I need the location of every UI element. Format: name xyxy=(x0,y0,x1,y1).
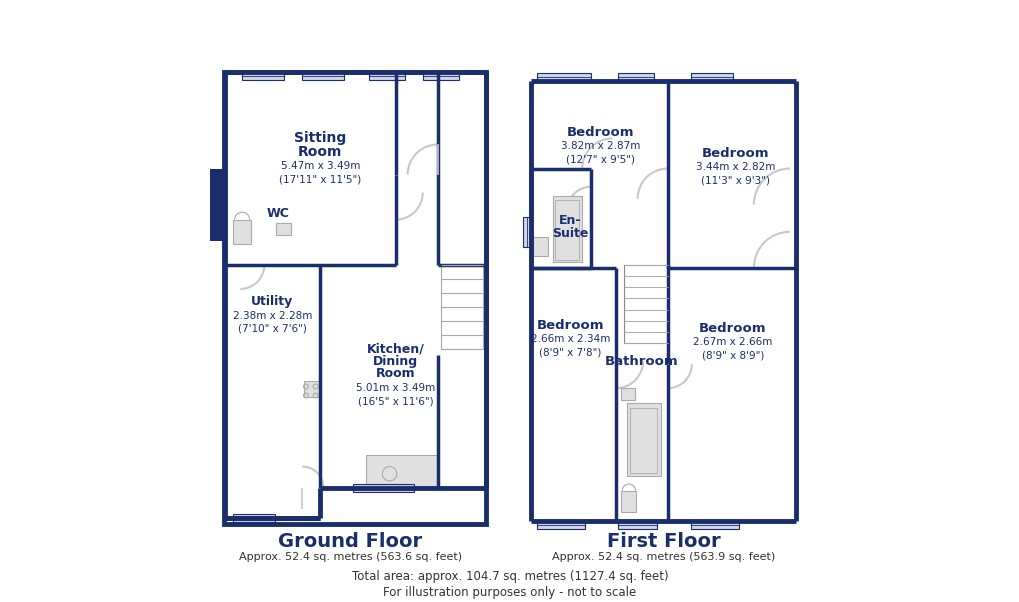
Bar xyxy=(621,388,634,400)
Bar xyxy=(627,403,660,476)
Bar xyxy=(304,381,320,397)
Bar xyxy=(621,491,636,512)
Bar xyxy=(552,196,582,262)
Text: 2.67m x 2.66m: 2.67m x 2.66m xyxy=(692,337,771,347)
Text: 2.38m x 2.28m: 2.38m x 2.28m xyxy=(232,311,312,321)
Text: Bathroom: Bathroom xyxy=(604,355,678,368)
Text: En-: En- xyxy=(558,214,581,227)
Text: Bedroom: Bedroom xyxy=(698,321,765,335)
Text: (8'9" x 8'9"): (8'9" x 8'9") xyxy=(701,350,763,360)
Bar xyxy=(242,72,284,80)
Bar xyxy=(690,521,738,529)
Text: 3.44m x 2.82m: 3.44m x 2.82m xyxy=(695,163,774,172)
Text: (7'10" x 7'6"): (7'10" x 7'6") xyxy=(237,323,307,333)
Text: WC: WC xyxy=(267,207,289,220)
Text: (16'5" x 11'6"): (16'5" x 11'6") xyxy=(358,397,433,406)
Bar xyxy=(233,514,275,522)
Bar xyxy=(621,388,634,400)
Bar xyxy=(276,223,291,235)
Bar xyxy=(690,73,732,81)
Text: 3.82m x 2.87m: 3.82m x 2.87m xyxy=(560,141,639,151)
Text: Ground Floor: Ground Floor xyxy=(278,532,422,551)
Text: First Floor: First Floor xyxy=(606,532,719,551)
Bar xyxy=(422,72,459,80)
Text: 5.47m x 3.49m: 5.47m x 3.49m xyxy=(280,161,360,170)
Text: Suite: Suite xyxy=(551,227,588,240)
Bar xyxy=(618,521,657,529)
Bar xyxy=(233,220,251,244)
Bar xyxy=(233,514,275,522)
Bar xyxy=(554,200,579,260)
Text: Dining: Dining xyxy=(373,355,418,368)
Bar xyxy=(304,381,320,397)
Bar xyxy=(552,196,582,262)
Text: Sitting: Sitting xyxy=(293,131,346,146)
Text: Bedroom: Bedroom xyxy=(701,147,768,160)
Bar xyxy=(690,521,738,529)
Bar xyxy=(537,521,585,529)
Text: Total area: approx. 104.7 sq. metres (1127.4 sq. feet): Total area: approx. 104.7 sq. metres (11… xyxy=(352,570,667,583)
Bar xyxy=(523,217,531,247)
Bar xyxy=(523,217,531,247)
Bar xyxy=(233,220,251,244)
Bar xyxy=(368,72,405,80)
Bar xyxy=(365,455,437,488)
Text: 2.66m x 2.34m: 2.66m x 2.34m xyxy=(530,334,609,344)
Bar xyxy=(242,72,284,80)
Bar xyxy=(276,223,291,235)
Bar xyxy=(630,408,657,473)
Bar xyxy=(690,73,732,81)
Text: (17'11" x 11'5"): (17'11" x 11'5") xyxy=(279,175,361,184)
Bar xyxy=(537,73,591,81)
Text: Kitchen/: Kitchen/ xyxy=(366,343,424,356)
Bar xyxy=(532,237,547,256)
Text: Approx. 52.4 sq. metres (563.6 sq. feet): Approx. 52.4 sq. metres (563.6 sq. feet) xyxy=(238,552,462,562)
Bar xyxy=(422,72,459,80)
Bar xyxy=(302,72,344,80)
Bar xyxy=(618,521,657,529)
Bar xyxy=(618,73,654,81)
Bar xyxy=(627,403,660,476)
Bar xyxy=(440,265,482,349)
Text: (11'3" x 9'3"): (11'3" x 9'3") xyxy=(701,176,769,185)
Bar xyxy=(354,484,414,492)
Text: For illustration purposes only - not to scale: For illustration purposes only - not to … xyxy=(383,586,636,600)
Bar xyxy=(302,72,344,80)
Bar xyxy=(210,169,225,241)
Text: (12'7" x 9'5"): (12'7" x 9'5") xyxy=(566,155,634,164)
Text: Room: Room xyxy=(298,144,342,159)
Bar xyxy=(621,491,636,512)
Bar xyxy=(537,73,591,81)
Text: Room: Room xyxy=(375,367,415,380)
Bar xyxy=(368,72,405,80)
Bar xyxy=(354,484,414,492)
Bar xyxy=(537,521,585,529)
Bar xyxy=(532,237,547,256)
Text: Bedroom: Bedroom xyxy=(566,126,634,139)
Bar xyxy=(365,455,437,488)
Text: Utility: Utility xyxy=(251,294,293,308)
Text: Bedroom: Bedroom xyxy=(536,318,603,332)
Bar xyxy=(618,73,654,81)
Text: 5.01m x 3.49m: 5.01m x 3.49m xyxy=(356,383,435,393)
Bar xyxy=(624,265,667,343)
Text: Approx. 52.4 sq. metres (563.9 sq. feet): Approx. 52.4 sq. metres (563.9 sq. feet) xyxy=(551,552,774,562)
Bar xyxy=(224,72,485,524)
Text: (8'9" x 7'8"): (8'9" x 7'8") xyxy=(538,347,601,357)
